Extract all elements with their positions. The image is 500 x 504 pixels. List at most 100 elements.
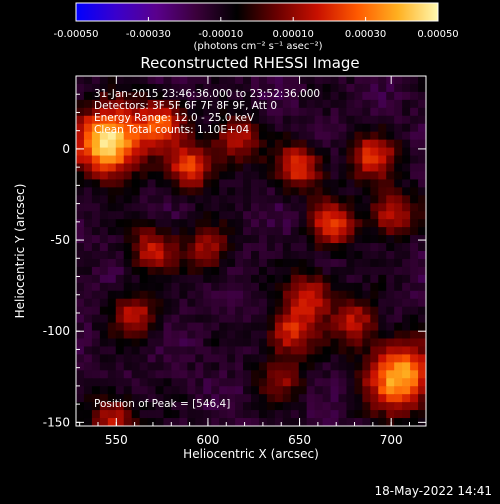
heatmap-cell — [99, 91, 109, 101]
heatmap-cell — [155, 298, 165, 308]
heatmap-cell — [163, 410, 173, 419]
heatmap-cell — [378, 258, 387, 268]
heatmap-cell — [282, 338, 292, 348]
heatmap-cell — [370, 330, 379, 340]
heatmap-cell — [219, 227, 228, 236]
info-line-energy: Energy Range: 12.0 - 25.0 keV — [94, 112, 255, 124]
heatmap-cell — [115, 378, 125, 387]
heatmap-cell — [195, 378, 204, 387]
heatmap-cell — [211, 187, 220, 196]
heatmap-cell — [179, 227, 188, 236]
heatmap-cell — [227, 163, 236, 173]
heatmap-cell — [298, 314, 308, 324]
heatmap-cell — [115, 187, 125, 196]
heatmap-cell — [274, 314, 284, 324]
heatmap-cell — [266, 354, 276, 363]
heatmap-cell — [362, 410, 371, 419]
heatmap-cell — [378, 195, 387, 204]
heatmap-cell — [99, 76, 109, 85]
heatmap-cell — [147, 362, 157, 371]
heatmap-cell — [227, 155, 236, 165]
heatmap-cell — [147, 99, 157, 109]
heatmap-cell — [227, 171, 236, 180]
heatmap-cell — [123, 219, 133, 228]
heatmap-cell — [179, 195, 188, 204]
heatmap-cell — [402, 298, 411, 308]
heatmap-cell — [227, 362, 236, 371]
heatmap-cell — [187, 99, 196, 109]
heatmap-cell — [195, 386, 204, 395]
heatmap-cell — [346, 378, 355, 387]
heatmap-cell — [203, 187, 212, 196]
heatmap-cell — [402, 187, 411, 196]
heatmap-cell — [394, 76, 403, 85]
heatmap-cell — [76, 163, 85, 173]
heatmap-cell — [195, 195, 204, 204]
heatmap-cell — [298, 163, 308, 173]
heatmap-cell — [418, 139, 426, 149]
heatmap-cell — [99, 227, 109, 236]
heatmap-cell — [171, 410, 180, 419]
colorbar-tick-label: -0.00010 — [198, 29, 243, 40]
heatmap-cell — [290, 139, 300, 149]
heatmap-cell — [235, 163, 244, 173]
heatmap-cell — [203, 402, 212, 411]
heatmap-cell — [402, 91, 411, 101]
heatmap-cell — [306, 243, 316, 252]
heatmap-cell — [83, 115, 93, 125]
heatmap-cell — [179, 402, 188, 411]
heatmap-cell — [107, 115, 117, 125]
heatmap-cell — [418, 123, 426, 133]
heatmap-cell — [195, 282, 204, 292]
heatmap-cell — [322, 115, 332, 125]
heatmap-cell — [378, 147, 387, 157]
heatmap-cell — [83, 227, 93, 236]
heatmap-cell — [147, 211, 157, 220]
heatmap-cell — [76, 171, 85, 180]
heatmap-cell — [298, 147, 308, 157]
heatmap-cell — [179, 76, 188, 85]
heatmap-cell — [322, 139, 332, 149]
heatmap-cell — [394, 378, 403, 387]
heatmap-cell — [147, 91, 157, 101]
heatmap-cell — [155, 211, 165, 220]
heatmap-cell — [402, 306, 411, 316]
heatmap-cell — [298, 171, 308, 180]
heatmap-cell — [322, 258, 332, 268]
heatmap-cell — [115, 386, 125, 395]
heatmap-cell — [219, 274, 228, 284]
heatmap-cell — [83, 107, 93, 117]
heatmap-cell — [131, 219, 141, 228]
heatmap-cell — [314, 171, 324, 180]
heatmap-cell — [211, 346, 220, 355]
heatmap-cell — [418, 274, 426, 284]
y-tick-label: -150 — [43, 415, 70, 429]
heatmap-cell — [163, 298, 173, 308]
heatmap-cell — [211, 211, 220, 220]
heatmap-cell — [402, 322, 411, 332]
heatmap-cell — [362, 346, 371, 355]
heatmap-cell — [99, 266, 109, 276]
heatmap-cell — [99, 99, 109, 109]
heatmap-cell — [211, 330, 220, 340]
heatmap-cell — [298, 330, 308, 340]
heatmap-cell — [115, 155, 125, 165]
heatmap-cell — [91, 83, 101, 93]
heatmap-cell — [203, 346, 212, 355]
heatmap-cell — [99, 219, 109, 228]
heatmap-cell — [227, 290, 236, 300]
heatmap-cell — [211, 251, 220, 260]
heatmap-cell — [235, 83, 244, 93]
x-tick-label: 550 — [105, 433, 128, 447]
heatmap-cell — [219, 76, 228, 85]
heatmap-cell — [91, 322, 101, 332]
heatmap-cell — [115, 306, 125, 316]
heatmap-cell — [370, 266, 379, 276]
heatmap-cell — [314, 139, 324, 149]
heatmap-cell — [219, 187, 228, 196]
heatmap-cell — [314, 155, 324, 165]
heatmap-cell — [243, 235, 252, 244]
heatmap-cell — [203, 219, 212, 228]
heatmap-cell — [155, 402, 165, 411]
